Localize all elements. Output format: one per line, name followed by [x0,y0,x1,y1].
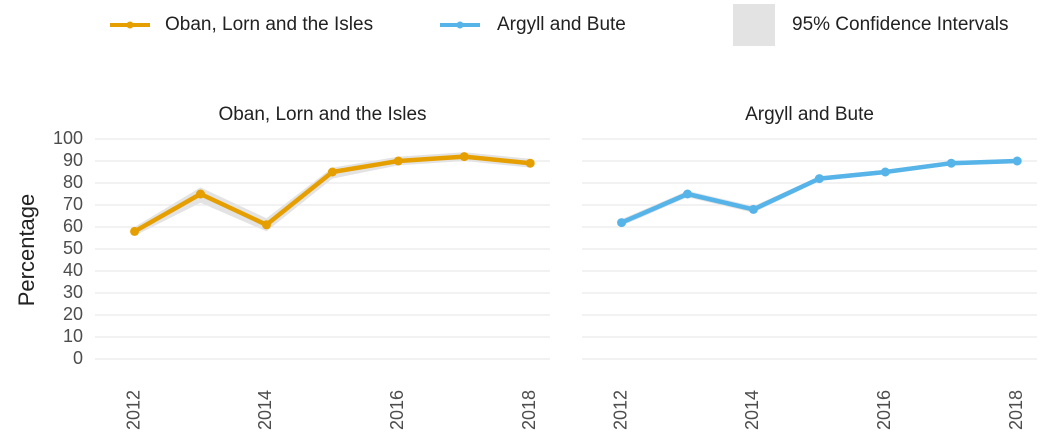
legend-label: Argyll and Bute [497,14,626,35]
y-tick-label: 60 [63,216,83,236]
legend-swatch-dot [456,21,464,29]
y-axis-label: Percentage [14,194,39,307]
point [814,174,824,184]
legend-ci-swatch [733,4,775,46]
y-tick-label: 40 [63,260,83,280]
panel-title: Argyll and Bute [745,104,874,125]
y-tick-label: 70 [63,194,83,214]
legend-label: Oban, Lorn and the Isles [165,14,373,35]
x-tick-label: 2012 [123,390,143,430]
x-tick-label: 2012 [610,390,630,430]
point [459,152,469,162]
legend-swatch-dot [126,21,134,29]
panel-title: Oban, Lorn and the Isles [218,104,426,125]
point [946,158,956,168]
y-tick-label: 80 [63,172,83,192]
x-tick-label: 2014 [742,390,762,430]
ci-ribbon [134,152,531,236]
y-tick-label: 10 [63,326,83,346]
y-tick-label: 30 [63,282,83,302]
point [130,226,140,236]
y-tick-label: 0 [73,348,83,368]
x-tick-label: 2016 [874,390,894,430]
point [525,158,535,168]
point [683,189,693,199]
point [393,156,403,166]
legend: Oban, Lorn and the Isles Argyll and Bute… [110,4,1009,46]
x-tick-label: 2016 [387,390,407,430]
x-tick-label: 2018 [1006,390,1026,430]
point [196,189,206,199]
point [1012,156,1022,166]
line [620,158,1018,225]
y-tick-label: 100 [53,128,83,148]
point [748,204,758,214]
x-tick-label: 2018 [519,390,539,430]
y-tick-label: 90 [63,150,83,170]
y-tick-label: 20 [63,304,83,324]
legend-label: 95% Confidence Intervals [792,14,1009,35]
point [617,218,627,228]
point [327,167,337,177]
ci-ribbon [621,158,1018,226]
y-tick-label: 50 [63,238,83,258]
point [261,220,271,230]
point [880,167,890,177]
x-tick-label: 2014 [255,390,275,430]
